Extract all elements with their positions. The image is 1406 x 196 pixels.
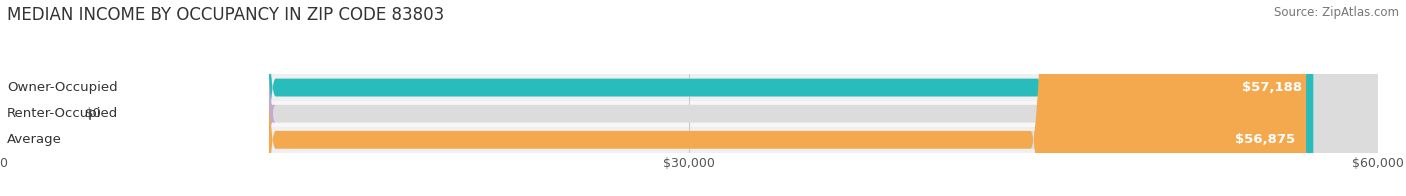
Text: $57,188: $57,188 — [1241, 81, 1302, 94]
FancyBboxPatch shape — [0, 0, 269, 196]
FancyBboxPatch shape — [0, 0, 1306, 196]
Text: Owner-Occupied: Owner-Occupied — [7, 81, 118, 94]
Text: $56,875: $56,875 — [1234, 133, 1295, 146]
Text: MEDIAN INCOME BY OCCUPANCY IN ZIP CODE 83803: MEDIAN INCOME BY OCCUPANCY IN ZIP CODE 8… — [7, 6, 444, 24]
FancyBboxPatch shape — [0, 0, 276, 196]
FancyBboxPatch shape — [0, 0, 269, 196]
Bar — [0, 101, 1378, 127]
Text: Average: Average — [7, 133, 62, 146]
Text: Renter-Occupied: Renter-Occupied — [7, 107, 118, 120]
FancyBboxPatch shape — [0, 0, 1313, 196]
FancyBboxPatch shape — [0, 0, 269, 196]
Text: $0: $0 — [84, 107, 101, 120]
Bar — [0, 127, 1378, 153]
Bar — [0, 74, 1378, 101]
Text: Source: ZipAtlas.com: Source: ZipAtlas.com — [1274, 6, 1399, 19]
